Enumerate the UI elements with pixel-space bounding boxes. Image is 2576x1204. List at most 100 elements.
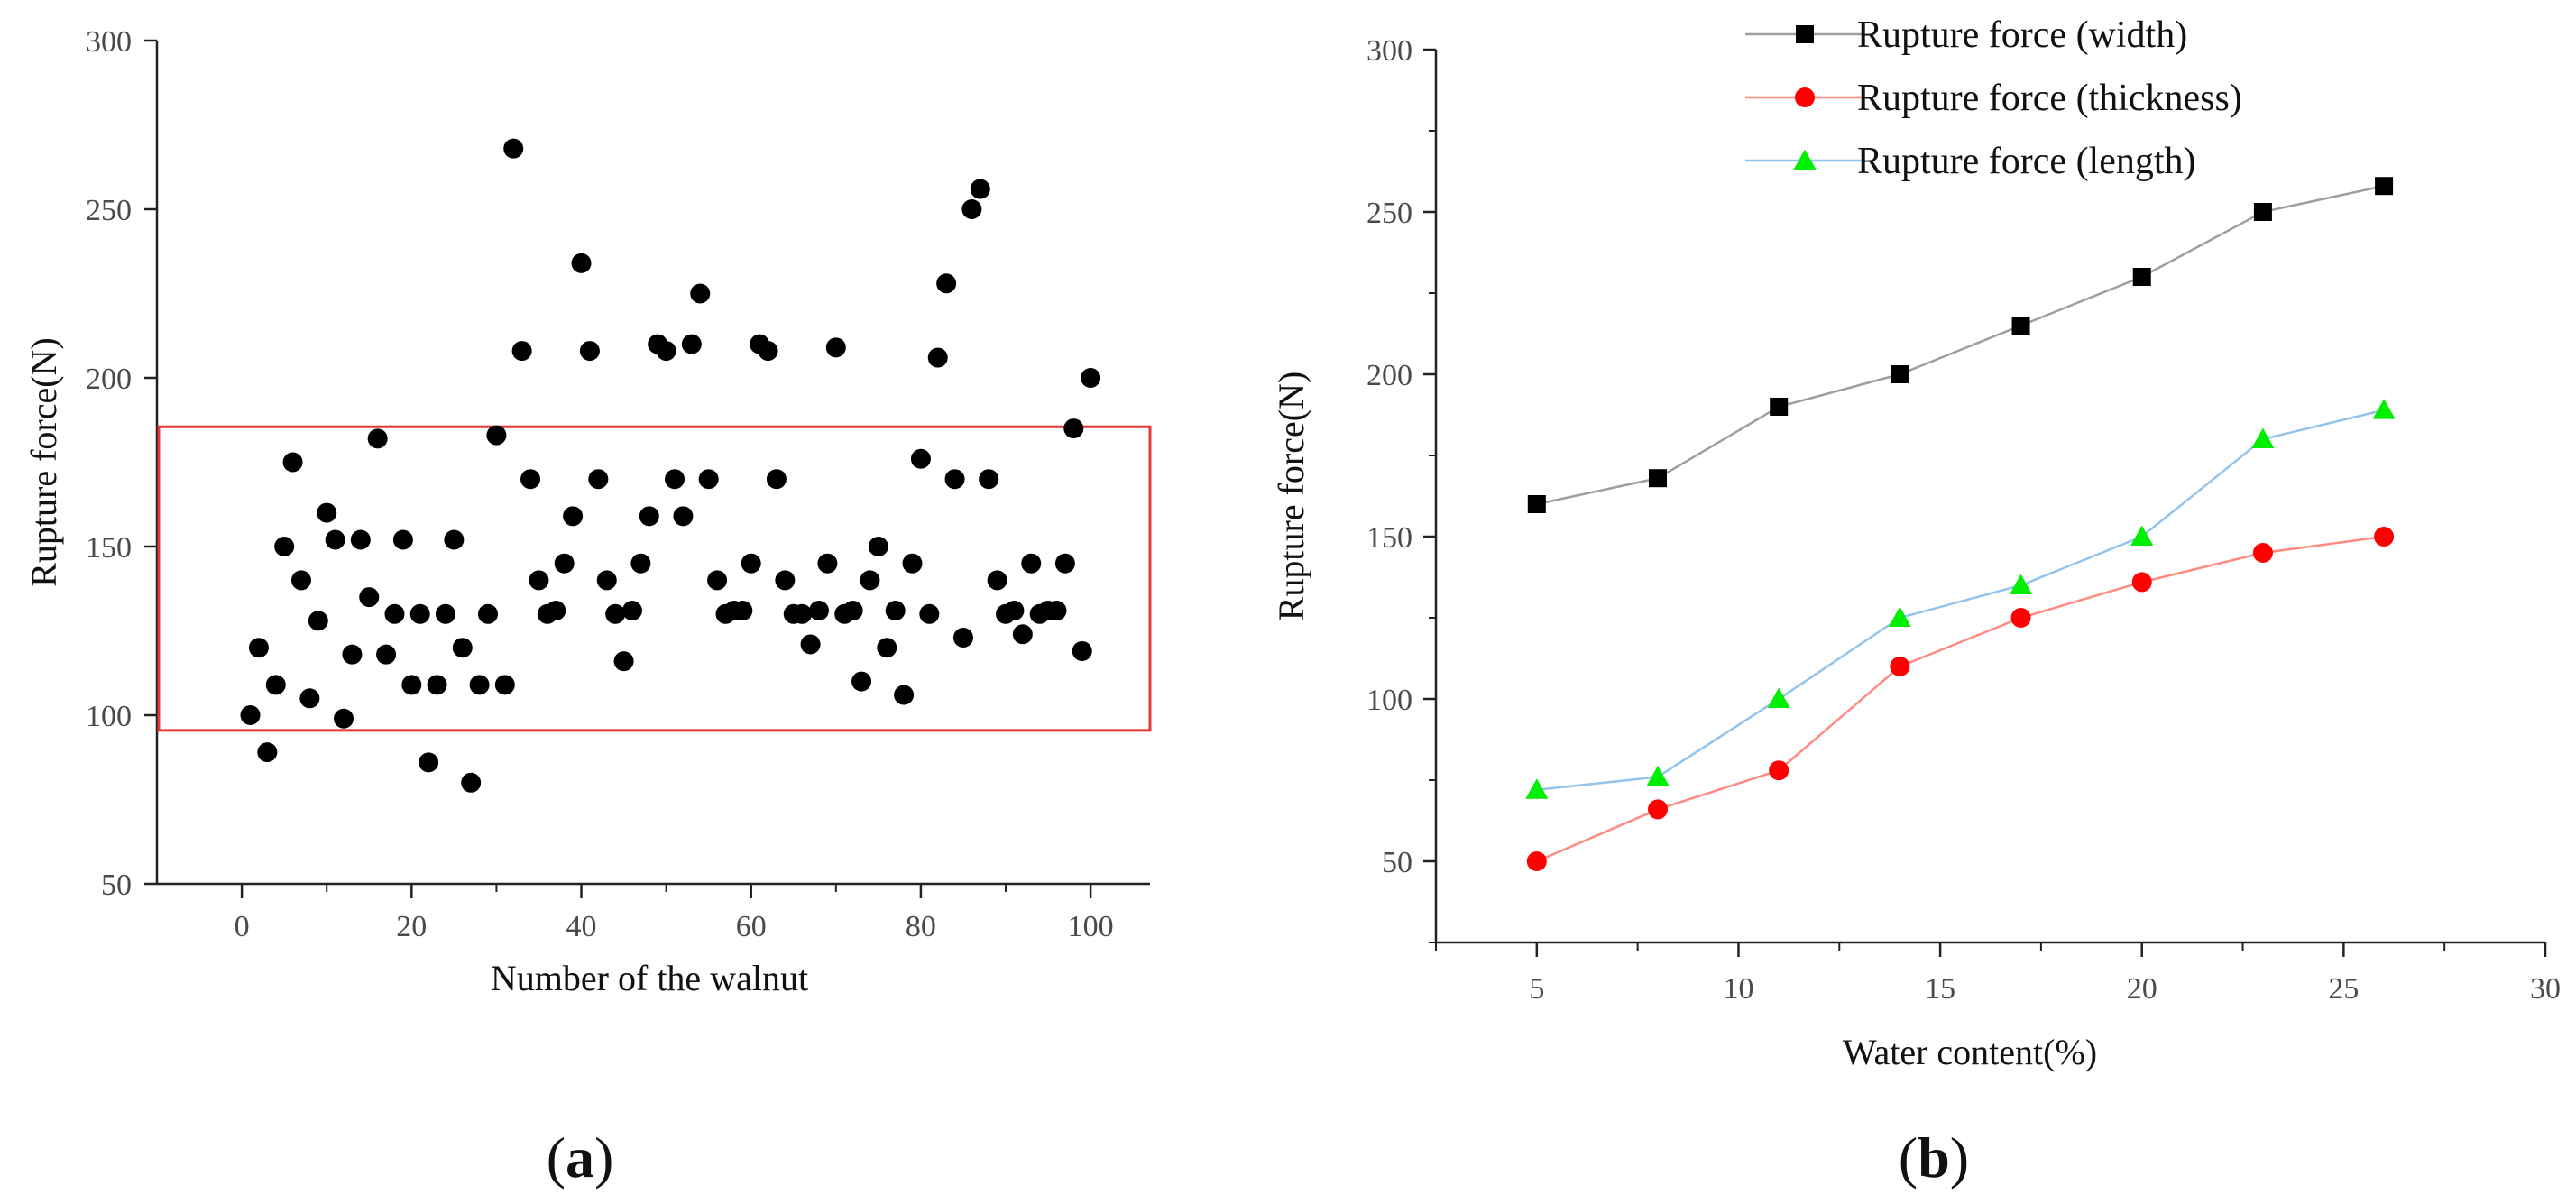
scatter-point [1012,624,1033,645]
panel-a-caption: (a) [547,1126,614,1190]
scatter-point [605,603,626,624]
scatter-point [317,502,337,523]
scatter-point [503,138,524,159]
legend-label: Rupture force (length) [1857,141,2196,182]
marker-triangle [1793,149,1817,170]
scatter-point [970,179,990,199]
legend: Rupture force (width) Rupture force (thic… [1745,14,2242,182]
scatter-point [563,506,584,527]
series-line [1536,184,2385,506]
scatter-point [732,601,753,621]
scatter-point [758,341,778,362]
marker-square [2132,268,2151,286]
x-axis-title: Number of the walnut [491,958,808,998]
scatter-point [546,601,566,621]
y-tick-label: 100 [86,700,132,733]
scatter-point [681,334,702,354]
scatter-point [944,469,965,490]
legend-label: Rupture force (width) [1857,14,2187,56]
scatter-point [698,469,719,490]
marker-triangle [1767,687,1790,708]
marker-square [1891,365,1909,383]
scatter-point [1081,368,1101,388]
scatter-point [334,708,354,729]
scatter-point [639,506,659,527]
marker-triangle [2010,574,2033,594]
x-tick-label: 40 [566,910,597,943]
scatter-point [494,675,515,695]
scatter-point [469,675,490,695]
scatter-point [248,638,269,658]
marker-circle [2010,608,2031,628]
marker-circle [2374,527,2395,547]
scatter-point [444,529,465,550]
y-tick-label: 100 [1366,684,1412,717]
x-axis-title: Water content(%) [1843,1032,2097,1072]
scatter-point [842,601,863,621]
marker-triangle [1646,765,1670,786]
scatter-point [1046,601,1067,621]
scatter-point [409,603,430,624]
scatter-point [308,611,328,631]
scatter-point [350,529,371,550]
scatter-point [290,570,311,591]
scatter-point [359,587,380,608]
scatter-point [902,553,923,574]
scatter-point [265,675,286,695]
marker-circle [2131,572,2152,593]
scatter-point [392,529,413,550]
scatter-point [860,570,880,591]
scatter-point [486,425,507,446]
x-tick-label: 20 [2127,972,2157,1006]
scatter-point [792,603,813,624]
scatter-point [656,341,676,362]
scatter-point [961,199,982,219]
scatter-point [952,627,973,648]
scatter-point [588,469,609,490]
y-tick-label: 200 [1366,359,1412,392]
marker-square [2011,317,2030,335]
marker-triangle [1888,606,1911,627]
scatter-point [851,671,872,692]
marker-square [1796,25,1814,43]
scatter-point [367,428,388,449]
x-tick-label: 30 [2530,972,2561,1006]
marker-triangle [2251,427,2275,448]
scatter-point [274,537,295,556]
scatter-point [979,469,999,490]
scatter-point [741,553,761,574]
scatter-point [1072,640,1092,661]
y-tick-label: 250 [86,194,132,227]
panel-b-line-chart: 50 100 150 200 250 300 5 10 15 20 25 30 Rupture forc… [1271,14,2561,1190]
scatter-point [817,553,838,574]
marker-circle [1795,87,1815,107]
series-circle [1526,527,2395,871]
scatter-point [613,651,634,672]
panel-b-caption-letter: b [1918,1126,1950,1190]
y-tick-label: 150 [1366,521,1412,555]
y-tick-label: 300 [1366,34,1412,68]
scatter-point [240,705,261,725]
y-tick-label: 250 [1366,197,1412,230]
x-tick-label: 80 [906,910,936,943]
scatter-point [1063,418,1084,439]
scatter-point [800,634,821,655]
scatter-point [868,537,888,556]
scatter-point [775,570,796,591]
scatter-point [376,644,397,665]
scatter-point [877,638,897,658]
marker-square [2375,177,2394,196]
y-axis-title: Rupture force(N) [23,337,64,587]
scatter-point [825,337,846,358]
marker-circle [2252,543,2273,563]
scatter-point [529,570,549,591]
x-tick-label: 10 [1723,972,1753,1006]
x-tick-label: 5 [1529,972,1544,1006]
series-triangle [1525,399,2396,799]
scatter-point [936,273,957,294]
scatter-point [673,506,694,527]
scatter-point [461,772,482,793]
marker-square [1770,398,1789,416]
scatter-point [1054,553,1075,574]
